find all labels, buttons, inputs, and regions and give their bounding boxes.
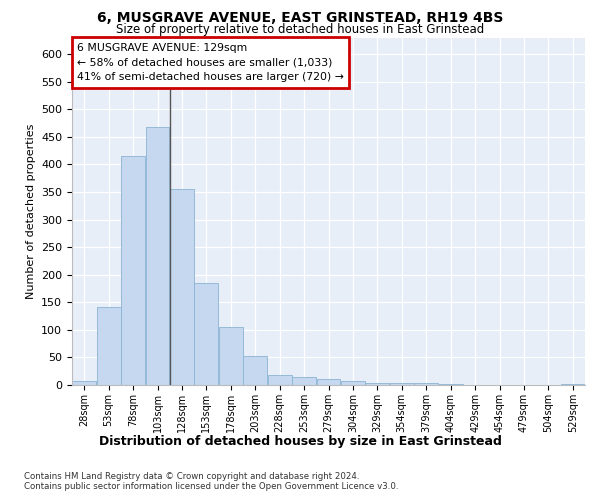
Bar bbox=[390, 384, 414, 385]
Bar bbox=[243, 356, 267, 385]
Bar bbox=[439, 384, 463, 385]
Bar bbox=[414, 384, 438, 385]
Bar bbox=[292, 378, 316, 385]
Text: Size of property relative to detached houses in East Grinstead: Size of property relative to detached ho… bbox=[116, 22, 484, 36]
Bar bbox=[317, 379, 340, 385]
Bar bbox=[170, 189, 194, 385]
Bar bbox=[268, 375, 292, 385]
Text: 6 MUSGRAVE AVENUE: 129sqm
← 58% of detached houses are smaller (1,033)
41% of se: 6 MUSGRAVE AVENUE: 129sqm ← 58% of detac… bbox=[77, 42, 344, 82]
Bar bbox=[219, 327, 243, 385]
Bar bbox=[341, 380, 365, 385]
Bar bbox=[365, 384, 389, 385]
Bar bbox=[194, 283, 218, 385]
Bar bbox=[97, 306, 121, 385]
Bar bbox=[121, 156, 145, 385]
Text: Contains public sector information licensed under the Open Government Licence v3: Contains public sector information licen… bbox=[24, 482, 398, 491]
Text: Contains HM Land Registry data © Crown copyright and database right 2024.: Contains HM Land Registry data © Crown c… bbox=[24, 472, 359, 481]
Text: 6, MUSGRAVE AVENUE, EAST GRINSTEAD, RH19 4BS: 6, MUSGRAVE AVENUE, EAST GRINSTEAD, RH19… bbox=[97, 11, 503, 25]
Bar bbox=[561, 384, 585, 385]
Bar bbox=[72, 380, 96, 385]
Y-axis label: Number of detached properties: Number of detached properties bbox=[26, 124, 35, 299]
Bar bbox=[146, 128, 169, 385]
Text: Distribution of detached houses by size in East Grinstead: Distribution of detached houses by size … bbox=[98, 434, 502, 448]
